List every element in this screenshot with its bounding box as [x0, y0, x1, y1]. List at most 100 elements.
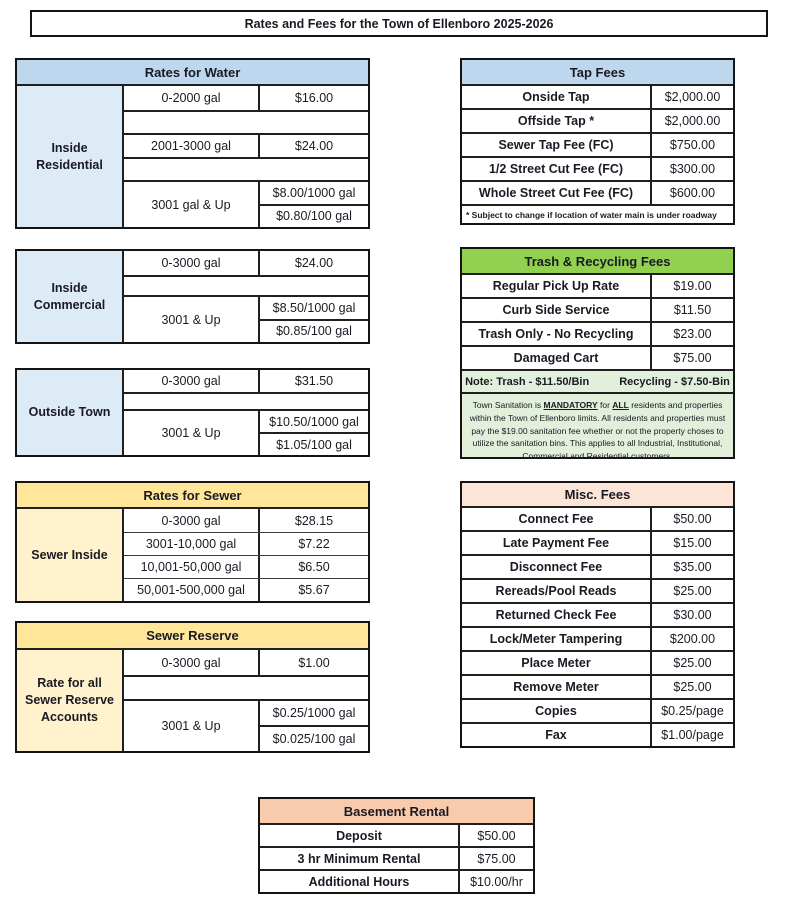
table-row: Trash Only - No Recycling $23.00	[462, 321, 733, 345]
table-row: Place Meter $25.00	[462, 650, 733, 674]
usage-range: 3001 & Up	[124, 701, 260, 751]
table-row: Damaged Cart $75.00	[462, 345, 733, 369]
water-table-header: Rates for Water	[17, 60, 368, 84]
table-row: 0-3000 gal $28.15	[124, 509, 368, 532]
fee-price: $0.85/100 gal	[260, 318, 368, 343]
basement-rental-header: Basement Rental	[260, 799, 533, 823]
rates-for-water-table: Rates for Water Inside Residential 0-200…	[15, 58, 370, 229]
fee-price: $30.00	[650, 604, 733, 626]
rates-for-sewer-table: Rates for Sewer Sewer Inside 0-3000 gal …	[15, 481, 370, 603]
fee-price: $0.80/100 gal	[260, 203, 368, 228]
table-row: 3001-10,000 gal $7.22	[124, 532, 368, 555]
table-row: Onside Tap $2,000.00	[462, 84, 733, 108]
fee-price: $25.00	[650, 580, 733, 602]
table-row: 3001 & Up $0.25/1000 gal $0.025/100 gal	[124, 699, 368, 751]
fee-label: Regular Pick Up Rate	[492, 279, 620, 293]
fee-price: $1.00	[298, 655, 330, 670]
fee-price: $15.00	[650, 532, 733, 554]
fee-label: Onside Tap	[522, 90, 590, 104]
usage-range: 0-3000 gal	[124, 650, 260, 675]
table-row: 3001 & Up $8.50/1000 gal $0.85/100 gal	[124, 295, 368, 342]
usage-range: 2001-3000 gal	[124, 135, 260, 157]
tap-fees-footnote: * Subject to change if location of water…	[462, 204, 733, 223]
fee-label: Connect Fee	[518, 512, 594, 526]
fee-price: $75.00	[650, 347, 733, 369]
outside-category-label: Outside Town	[17, 370, 124, 455]
table-row: Regular Pick Up Rate $19.00	[462, 273, 733, 297]
fee-label: Place Meter	[521, 656, 591, 670]
table-row: Additional Hours $10.00/hr	[260, 869, 533, 892]
fee-price: $5.67	[298, 583, 330, 597]
note-trash-rate: Note: Trash - $11.50/Bin	[465, 375, 590, 388]
fee-price: $35.00	[650, 556, 733, 578]
sanitation-mandatory-note: Town Sanitation is MANDATORY for ALL res…	[462, 392, 733, 461]
trash-recycling-header: Trash & Recycling Fees	[462, 249, 733, 273]
fee-label: Whole Street Cut Fee (FC)	[478, 186, 634, 200]
fee-price: $50.00	[650, 508, 733, 530]
usage-range: 0-3000 gal	[124, 251, 260, 275]
table-row: Offside Tap * $2,000.00	[462, 108, 733, 132]
table-row: Fax $1.00/page	[462, 722, 733, 746]
usage-range: 3001 & Up	[124, 411, 260, 455]
fee-price: $600.00	[650, 182, 733, 204]
fee-price: $10.50/1000 gal	[269, 414, 359, 429]
fee-price: $2,000.00	[650, 110, 733, 132]
reserve-category-label: Rate for all Sewer Reserve Accounts	[17, 650, 124, 751]
fee-label: 1/2 Street Cut Fee (FC)	[488, 162, 624, 176]
fee-label: Offside Tap *	[517, 114, 595, 128]
fee-price: $200.00	[650, 628, 733, 650]
table-row: Whole Street Cut Fee (FC) $600.00	[462, 180, 733, 204]
table-row: 3 hr Minimum Rental $75.00	[260, 846, 533, 869]
fee-price: $0.25/1000 gal	[272, 706, 356, 720]
spacer-row	[124, 392, 368, 409]
fee-price: $300.00	[650, 158, 733, 180]
table-row: 0-2000 gal $16.00	[124, 86, 368, 110]
commercial-category-label: Inside Commercial	[17, 251, 124, 342]
usage-range: 0-3000 gal	[124, 509, 260, 532]
fee-price: $8.00/1000 gal	[272, 185, 356, 200]
table-row: Disconnect Fee $35.00	[462, 554, 733, 578]
fee-price: $25.00	[650, 676, 733, 698]
note-text: for	[597, 400, 613, 410]
trash-recycling-table: Trash & Recycling Fees Regular Pick Up R…	[460, 247, 735, 461]
table-row: Rereads/Pool Reads $25.00	[462, 578, 733, 602]
fee-label: Fax	[545, 728, 567, 742]
basement-rental-table: Basement Rental Deposit $50.00 3 hr Mini…	[258, 797, 535, 894]
usage-range: 10,001-50,000 gal	[124, 556, 260, 578]
fee-label: Additional Hours	[308, 874, 410, 889]
tap-fees-table: Tap Fees Onside Tap $2,000.00 Offside Ta…	[460, 58, 735, 225]
water-category-label: Inside Residential	[17, 86, 124, 227]
misc-fees-table: Misc. Fees Connect Fee $50.00 Late Payme…	[460, 481, 735, 748]
fee-price: $7.22	[298, 537, 330, 551]
fee-price: $10.00/hr	[458, 871, 533, 892]
fee-price: $50.00	[458, 825, 533, 846]
fee-price: $8.50/1000 gal	[272, 300, 356, 315]
outside-town-table: Outside Town 0-3000 gal $31.50 3001 & Up…	[15, 368, 370, 457]
fee-label: Remove Meter	[513, 680, 599, 694]
note-emphasis: ALL	[612, 400, 629, 410]
table-row: 3001 gal & Up $8.00/1000 gal $0.80/100 g…	[124, 180, 368, 227]
note-recycling-rate: Recycling - $7.50-Bin	[619, 375, 730, 388]
table-row: 10,001-50,000 gal $6.50	[124, 555, 368, 578]
fee-price: $24.00	[294, 139, 334, 153]
sewer-reserve-header: Sewer Reserve	[17, 623, 368, 648]
table-row: Late Payment Fee $15.00	[462, 530, 733, 554]
fee-label: Copies	[535, 704, 577, 718]
fee-price: $1.00/page	[650, 724, 733, 746]
sewer-table-header: Rates for Sewer	[17, 483, 368, 507]
usage-range: 3001-10,000 gal	[124, 533, 260, 555]
table-row: Copies $0.25/page	[462, 698, 733, 722]
table-row: Curb Side Service $11.50	[462, 297, 733, 321]
note-text: Town Sanitation is	[472, 400, 544, 410]
fee-price: $25.00	[650, 652, 733, 674]
fee-price: $0.025/100 gal	[260, 725, 368, 751]
table-row: 0-3000 gal $1.00	[124, 650, 368, 675]
spacer-row	[124, 675, 368, 699]
fee-label: Late Payment Fee	[502, 536, 610, 550]
fee-label: Trash Only - No Recycling	[478, 327, 634, 341]
table-row: 0-3000 gal $31.50	[124, 370, 368, 392]
usage-range: 3001 & Up	[124, 297, 260, 342]
fee-price: $28.15	[294, 513, 334, 528]
table-row: Lock/Meter Tampering $200.00	[462, 626, 733, 650]
